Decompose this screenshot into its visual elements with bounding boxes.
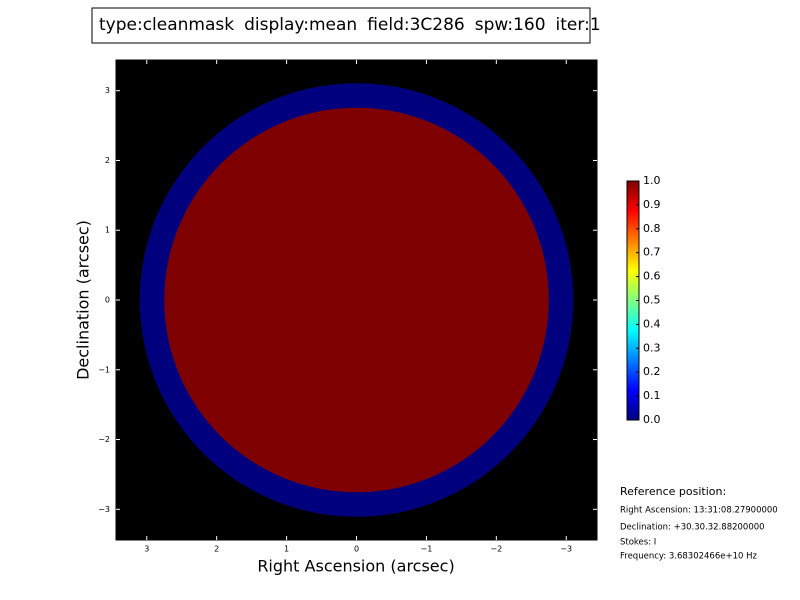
colorbar-tick-label: 0.3 [643, 341, 661, 354]
x-tick-label: 1 [284, 545, 289, 554]
colorbar-tick-label: 0.1 [643, 389, 661, 402]
x-tick-label: −1 [421, 545, 433, 554]
reference-line: Stokes: I [620, 538, 656, 548]
reference-line: Declination: +30.30.32.88200000 [620, 523, 765, 533]
colorbar-tick-label: 0.8 [643, 222, 661, 235]
y-tick-label: −3 [98, 505, 110, 514]
title-part: spw:160 [475, 15, 546, 35]
mask-region [164, 107, 549, 493]
colorbar-tick-label: 1.0 [643, 174, 661, 187]
colorbar-tick-label: 0.0 [643, 413, 661, 426]
y-tick-label: 1 [105, 226, 110, 235]
colorbar-tick-label: 0.5 [643, 294, 661, 307]
title: type:cleanmask display:mean field:3C286 spw… [99, 15, 601, 35]
title-part: display:mean [244, 15, 357, 35]
reference-line: Frequency: 3.68302466e+10 Hz [620, 552, 757, 562]
x-tick-label: −2 [490, 545, 502, 554]
colorbar-tick-label: 0.6 [643, 270, 661, 283]
colorbar-tick-label: 0.9 [643, 198, 661, 211]
y-tick-label: −2 [98, 435, 110, 444]
colorbar-tick-label: 0.4 [643, 317, 661, 330]
reference-title: Reference position: [620, 485, 726, 498]
title-part: iter:1 [556, 15, 601, 35]
title-part: field:3C286 [367, 15, 465, 35]
y-axis-label: Declination (arcsec) [74, 220, 93, 380]
title-box [91, 7, 591, 44]
x-tick-label: 2 [214, 545, 219, 554]
x-tick-label: −3 [560, 545, 572, 554]
colorbar-tick-label: 0.2 [643, 365, 661, 378]
title-part: type:cleanmask [99, 15, 234, 35]
x-tick-label: 3 [144, 545, 149, 554]
y-tick-label: −1 [98, 365, 110, 374]
image [139, 83, 574, 517]
reference-line: Right Ascension: 13:31:08.27900000 [620, 506, 778, 516]
x-axis-label: Right Ascension (arcsec) [257, 557, 454, 576]
colorbar-tick-label: 0.7 [643, 246, 661, 259]
y-tick-label: 0 [105, 296, 110, 305]
x-tick-label: 0 [354, 545, 359, 554]
y-tick-label: 3 [105, 86, 110, 95]
y-tick-label: 2 [105, 156, 110, 165]
